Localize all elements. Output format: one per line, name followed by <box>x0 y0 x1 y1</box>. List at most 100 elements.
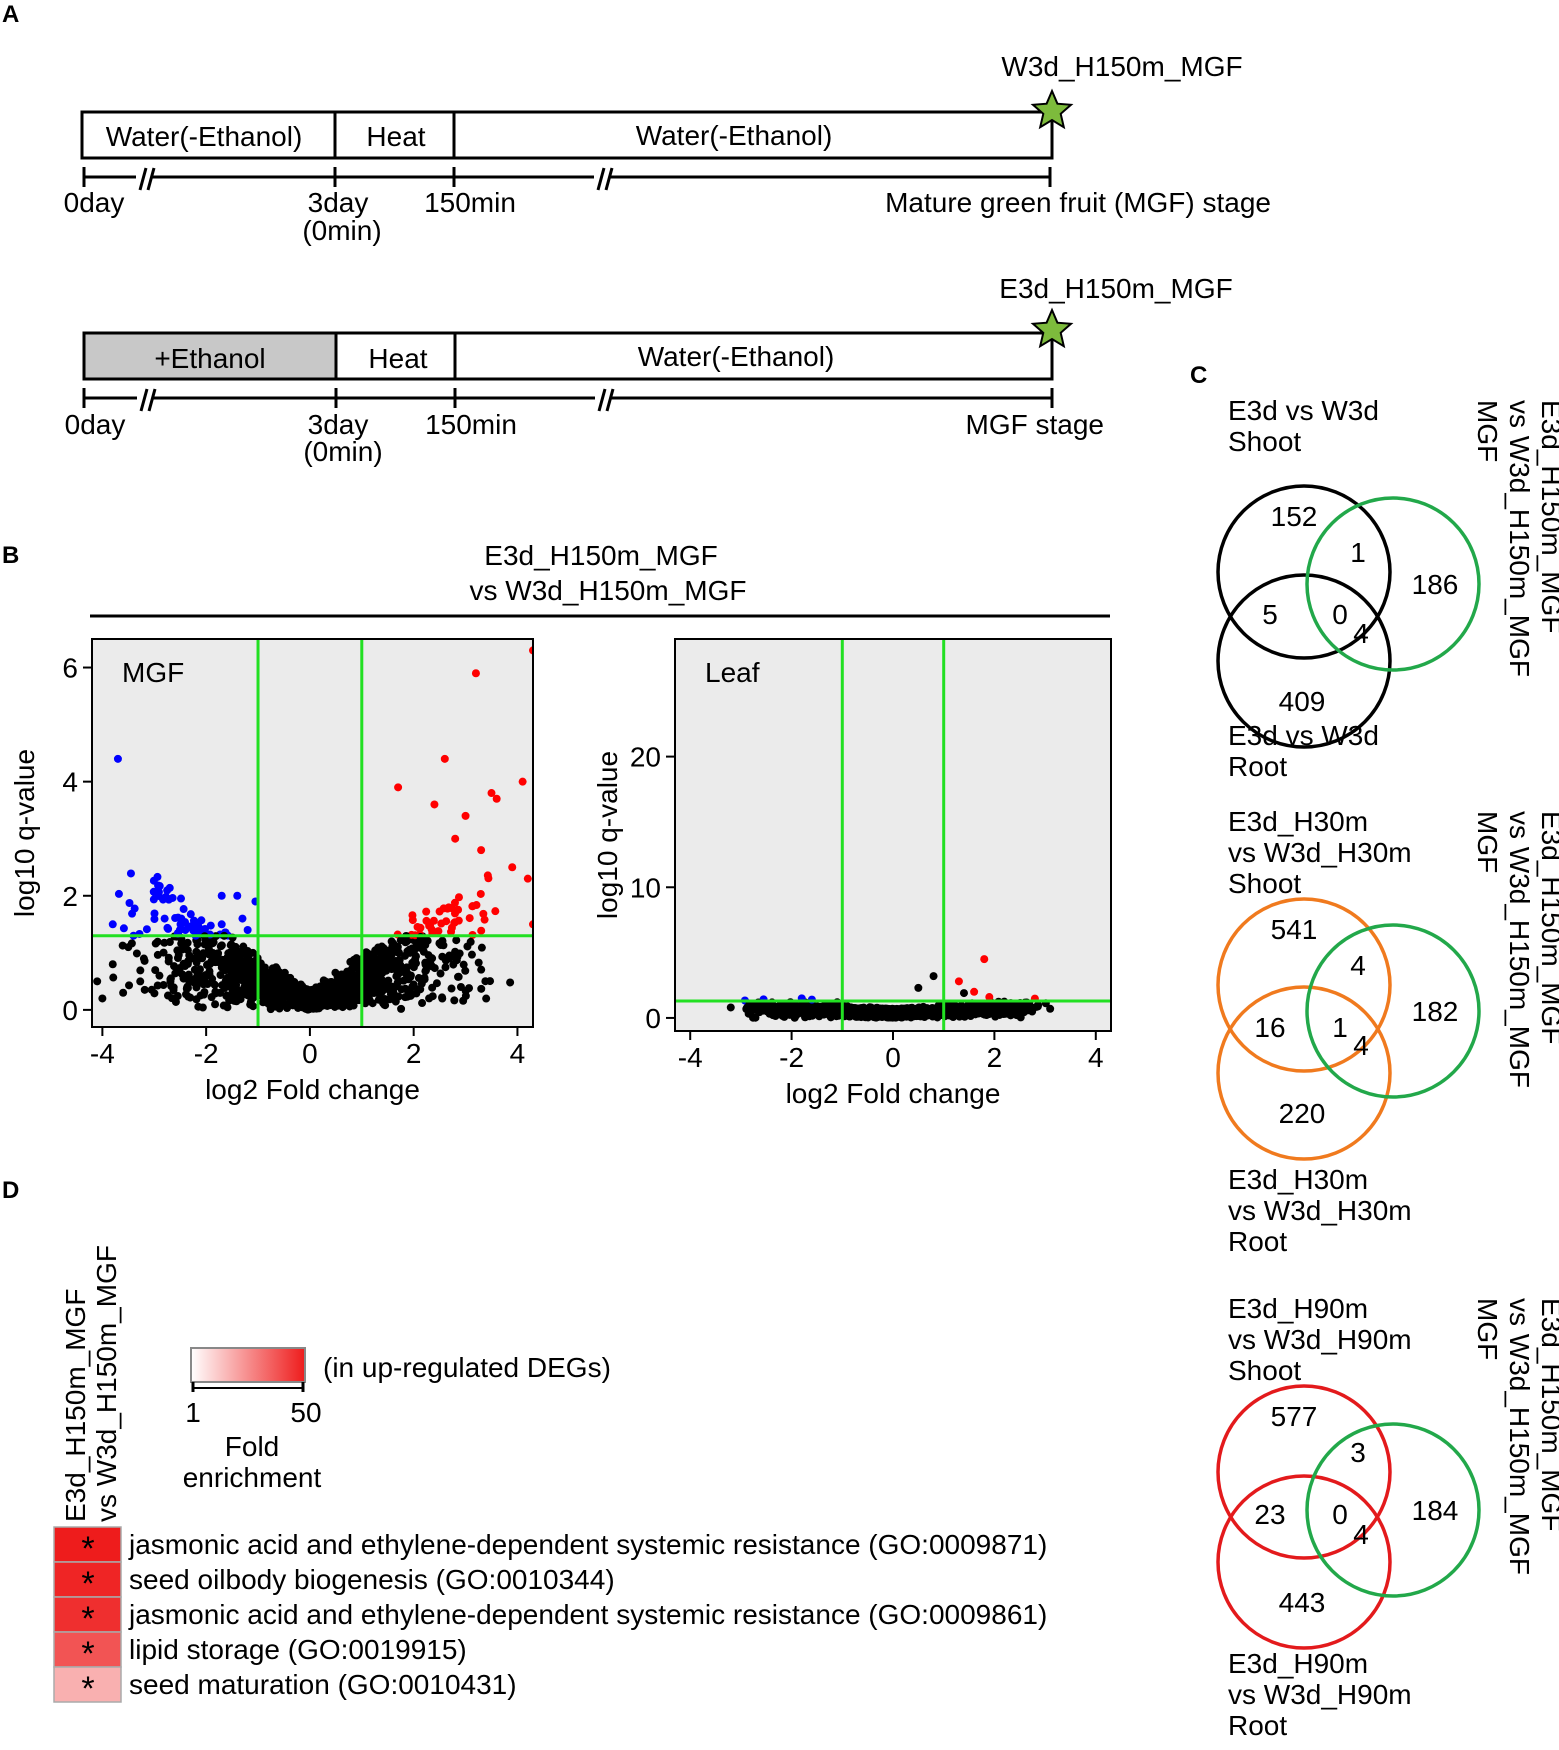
gene-point <box>176 894 185 903</box>
gene-point <box>438 993 447 1002</box>
gene-point <box>220 962 229 971</box>
gene-point <box>330 1002 339 1011</box>
gene-point <box>910 1011 919 1020</box>
gene-point <box>450 898 459 907</box>
gene-point <box>435 939 444 948</box>
gene-point <box>338 971 347 980</box>
gene-point <box>159 948 168 957</box>
gene-point <box>438 952 447 961</box>
y-tick-label: 0 <box>62 995 78 1026</box>
panel-d-column-label-line-2: vs W3d_H150m_MGF <box>91 1245 122 1522</box>
timeline-2-tick-0min: (0min) <box>303 436 382 467</box>
gene-point <box>922 1006 931 1015</box>
timeline-1-tick-0min: (0min) <box>302 215 381 246</box>
gene-point <box>763 1007 772 1016</box>
venn-bottom-label-line: E3d_H30m <box>1228 1164 1368 1195</box>
volcano-plot-leaf: -4 -2 0 2 4 0 10 20 Leaf log2 Fold change log10 q-… <box>592 638 1112 1109</box>
gene-point <box>994 1001 1003 1010</box>
gene-point <box>372 988 381 997</box>
venn-top-label-line: Shoot <box>1228 426 1301 457</box>
fold-enrichment-colorbar <box>190 1347 306 1383</box>
gene-point <box>237 950 246 959</box>
y-tick-label: 10 <box>630 872 661 903</box>
y-tick-label: 20 <box>630 742 661 773</box>
gene-point <box>297 986 306 995</box>
gene-point <box>304 986 313 995</box>
gene-point-ns <box>1046 1004 1055 1013</box>
timeline-2-end-label: E3d_H150m_MGF <box>999 273 1232 304</box>
venn-circle-root <box>1216 1474 1392 1650</box>
gene-point <box>293 1001 302 1010</box>
gene-point <box>898 1005 907 1014</box>
gene-point <box>439 904 448 913</box>
venn-count: 541 <box>1271 914 1318 945</box>
gene-point-up <box>518 777 527 786</box>
gene-point-up <box>440 754 449 763</box>
gene-point <box>192 947 201 956</box>
venn-circle-mgf <box>1305 496 1481 672</box>
gene-point <box>482 994 491 1003</box>
gene-point <box>453 952 462 961</box>
gene-point <box>399 964 408 973</box>
x-tick-label: 2 <box>987 1042 1003 1073</box>
gene-point-down <box>217 920 226 929</box>
gene-point <box>136 966 145 975</box>
gene-point <box>369 957 378 966</box>
gene-point <box>114 889 123 898</box>
significance-mark: * <box>81 1600 94 1638</box>
colorbar-note: (in up-regulated DEGs) <box>323 1352 611 1383</box>
gene-point <box>447 984 456 993</box>
venn-top-label-line: E3d_H30m <box>1228 806 1368 837</box>
gene-point <box>270 972 279 981</box>
venn-count: 3 <box>1350 1437 1366 1468</box>
gene-point <box>206 921 215 930</box>
gene-point <box>179 905 188 914</box>
gene-point-up <box>508 863 517 872</box>
gene-point <box>441 963 450 972</box>
gene-point-down <box>217 891 226 900</box>
venn-count: 0 <box>1332 1499 1348 1530</box>
gene-point-ns <box>108 960 117 969</box>
gene-point-up <box>970 987 979 996</box>
gene-point <box>239 987 248 996</box>
gene-point <box>413 922 422 931</box>
gene-point <box>857 1006 866 1015</box>
gene-point <box>445 951 454 960</box>
timeline-1: W3d_H150m_MGF Water(-Ethanol) Heat Water… <box>64 51 1271 246</box>
gene-point <box>1026 1003 1035 1012</box>
gene-point <box>388 949 397 958</box>
venn-top-label-line: E3d vs W3d <box>1228 395 1379 426</box>
gene-point <box>408 958 417 967</box>
venn-count: 23 <box>1254 1499 1285 1530</box>
venn-count: 5 <box>1262 599 1278 630</box>
gene-point <box>178 970 187 979</box>
plot-background <box>674 638 1112 1032</box>
gene-point <box>179 959 188 968</box>
gene-point <box>190 954 199 963</box>
panel-d-column-label-line-1: E3d_H150m_MGF <box>60 1289 91 1522</box>
gene-point <box>428 983 437 992</box>
gene-point <box>205 970 214 979</box>
gene-point <box>381 960 390 969</box>
gene-point <box>481 977 490 986</box>
gene-point <box>781 1007 790 1016</box>
venn-count: 0 <box>1332 599 1348 630</box>
heatmap-row: * seed oilbody biogenesis (GO:0010344) <box>53 1561 615 1603</box>
gene-point <box>477 926 486 935</box>
venn-circle-mgf <box>1305 1422 1481 1598</box>
gene-point <box>154 892 163 901</box>
timeline-2-segment-3-label: Water(-Ethanol) <box>638 341 835 372</box>
timeline-1-segment-2-label: Heat <box>366 121 425 152</box>
gene-point <box>450 996 459 1005</box>
gene-point <box>125 899 134 908</box>
gene-point <box>394 992 403 1001</box>
gene-point <box>790 1008 799 1017</box>
y-tick-label: 6 <box>62 653 78 684</box>
timeline-1-tick-0day: 0day <box>64 187 125 218</box>
gene-point-up <box>492 794 501 803</box>
gene-point <box>142 925 151 934</box>
gene-point <box>978 1008 987 1017</box>
gene-point <box>140 985 149 994</box>
venn-side-label-line: MGF <box>1472 400 1503 462</box>
